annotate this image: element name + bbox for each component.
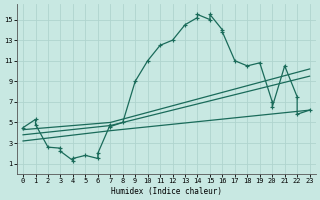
X-axis label: Humidex (Indice chaleur): Humidex (Indice chaleur): [111, 187, 222, 196]
